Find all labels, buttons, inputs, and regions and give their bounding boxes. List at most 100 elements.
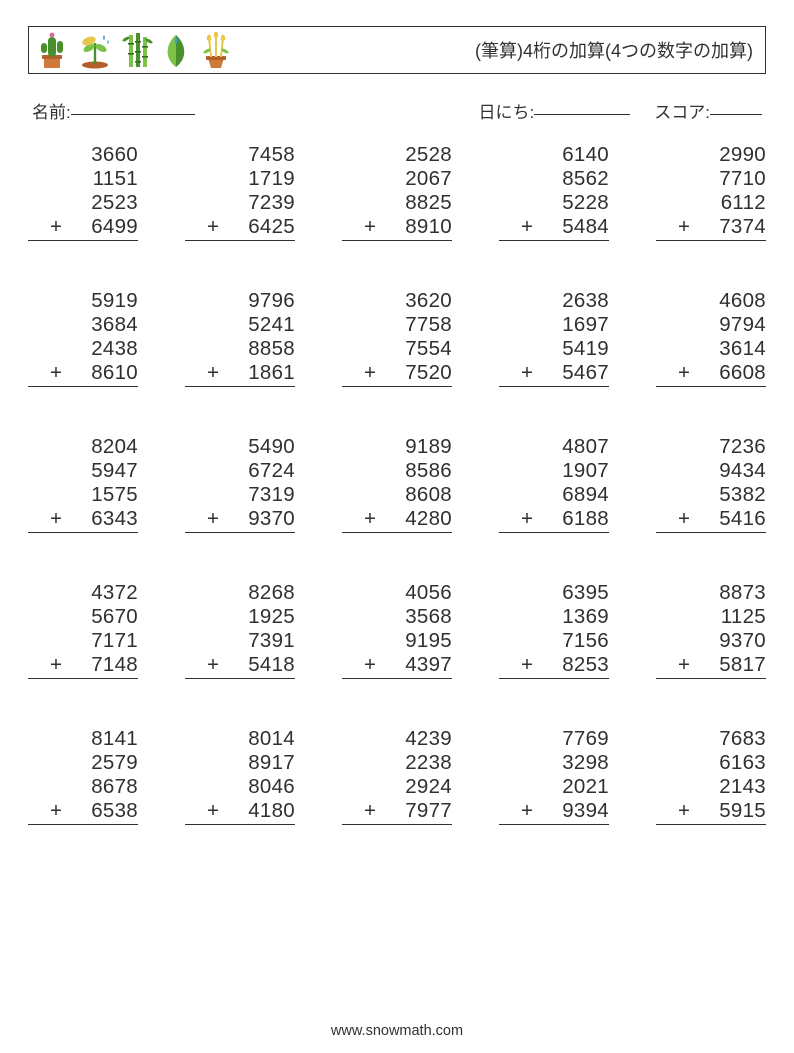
addend-value: 5418	[248, 653, 295, 676]
plus-sign: +	[521, 361, 533, 385]
addend-last: +7148	[28, 653, 138, 679]
addend-last: +4280	[342, 507, 452, 533]
addend: 1719	[185, 167, 295, 191]
addition-problem: 887311259370+5817	[656, 581, 766, 679]
plus-sign: +	[50, 653, 62, 677]
score-blank	[710, 98, 762, 115]
addend: 8825	[342, 191, 452, 215]
addend: 8268	[185, 581, 295, 605]
plus-sign: +	[521, 215, 533, 239]
addend: 5241	[185, 313, 295, 337]
addend: 3298	[499, 751, 609, 775]
addend-value: 6188	[562, 507, 609, 530]
addend-value: 5484	[562, 215, 609, 238]
addend: 9195	[342, 629, 452, 653]
addend-last: +5915	[656, 799, 766, 825]
addition-problem: 405635689195+4397	[342, 581, 452, 679]
addend-value: 7977	[405, 799, 452, 822]
plus-sign: +	[678, 799, 690, 823]
addend: 2143	[656, 775, 766, 799]
addition-problem: 776932982021+9394	[499, 727, 609, 825]
addend-last: +8910	[342, 215, 452, 241]
meta-row: 名前: 日にち: スコア:	[32, 98, 762, 123]
addend: 2638	[499, 289, 609, 313]
addend-value: 5915	[719, 799, 766, 822]
addend: 4807	[499, 435, 609, 459]
addend: 7236	[656, 435, 766, 459]
addend-last: +6608	[656, 361, 766, 387]
addend-value: 5467	[562, 361, 609, 384]
addition-problem: 745817197239+6425	[185, 143, 295, 241]
addition-problem: 820459471575+6343	[28, 435, 138, 533]
addend-last: +4180	[185, 799, 295, 825]
addend: 6112	[656, 191, 766, 215]
addend: 7710	[656, 167, 766, 191]
addend-value: 9370	[248, 507, 295, 530]
addend: 5228	[499, 191, 609, 215]
addend: 7239	[185, 191, 295, 215]
footer-url: www.snowmath.com	[0, 1023, 794, 1039]
addend: 4239	[342, 727, 452, 751]
worksheet-title: (筆算)4桁の加算(4つの数字の加算)	[475, 37, 755, 63]
addend: 8858	[185, 337, 295, 361]
addend-last: +8253	[499, 653, 609, 679]
addend-value: 6608	[719, 361, 766, 384]
addend: 7769	[499, 727, 609, 751]
plus-sign: +	[678, 653, 690, 677]
plus-sign: +	[521, 799, 533, 823]
plus-sign: +	[364, 653, 376, 677]
addition-problem: 366011512523+6499	[28, 143, 138, 241]
addend: 2924	[342, 775, 452, 799]
problem-row: 366011512523+6499745817197239+6425252820…	[28, 143, 766, 241]
problem-row: 814125798678+6538801489178046+4180423922…	[28, 727, 766, 825]
addend: 1697	[499, 313, 609, 337]
addend-last: +5418	[185, 653, 295, 679]
addend: 7171	[28, 629, 138, 653]
plus-sign: +	[678, 361, 690, 385]
addend-value: 6343	[91, 507, 138, 530]
addend-last: +5484	[499, 215, 609, 241]
problems-grid: 366011512523+6499745817197239+6425252820…	[28, 143, 766, 825]
addend: 3614	[656, 337, 766, 361]
addend: 3620	[342, 289, 452, 313]
plus-sign: +	[364, 799, 376, 823]
addend-value: 4180	[248, 799, 295, 822]
addend-value: 8910	[405, 215, 452, 238]
plus-sign: +	[207, 361, 219, 385]
addend-value: 5817	[719, 653, 766, 676]
addition-problem: 614085625228+5484	[499, 143, 609, 241]
addend: 8562	[499, 167, 609, 191]
addend: 8014	[185, 727, 295, 751]
plus-sign: +	[207, 799, 219, 823]
addend: 8586	[342, 459, 452, 483]
addition-problem: 826819257391+5418	[185, 581, 295, 679]
addend: 5490	[185, 435, 295, 459]
addend: 7554	[342, 337, 452, 361]
addition-problem: 723694345382+5416	[656, 435, 766, 533]
addend: 8678	[28, 775, 138, 799]
leaf-drop-icon	[161, 31, 191, 69]
addend-value: 4397	[405, 653, 452, 676]
addend: 7683	[656, 727, 766, 751]
wheat-pot-icon	[199, 31, 233, 69]
addition-problem: 437256707171+7148	[28, 581, 138, 679]
addition-problem: 480719076894+6188	[499, 435, 609, 533]
date-blank	[534, 98, 630, 115]
plus-sign: +	[207, 215, 219, 239]
addition-problem: 768361632143+5915	[656, 727, 766, 825]
addition-problem: 362077587554+7520	[342, 289, 452, 387]
addend: 4608	[656, 289, 766, 313]
addend: 9189	[342, 435, 452, 459]
addend-value: 9394	[562, 799, 609, 822]
addend: 2021	[499, 775, 609, 799]
addend: 5670	[28, 605, 138, 629]
addend-last: +6499	[28, 215, 138, 241]
addend-last: +7374	[656, 215, 766, 241]
addend: 6140	[499, 143, 609, 167]
addend-last: +9370	[185, 507, 295, 533]
addend: 6724	[185, 459, 295, 483]
addend: 1907	[499, 459, 609, 483]
addend: 2579	[28, 751, 138, 775]
addend: 6894	[499, 483, 609, 507]
addend: 8141	[28, 727, 138, 751]
